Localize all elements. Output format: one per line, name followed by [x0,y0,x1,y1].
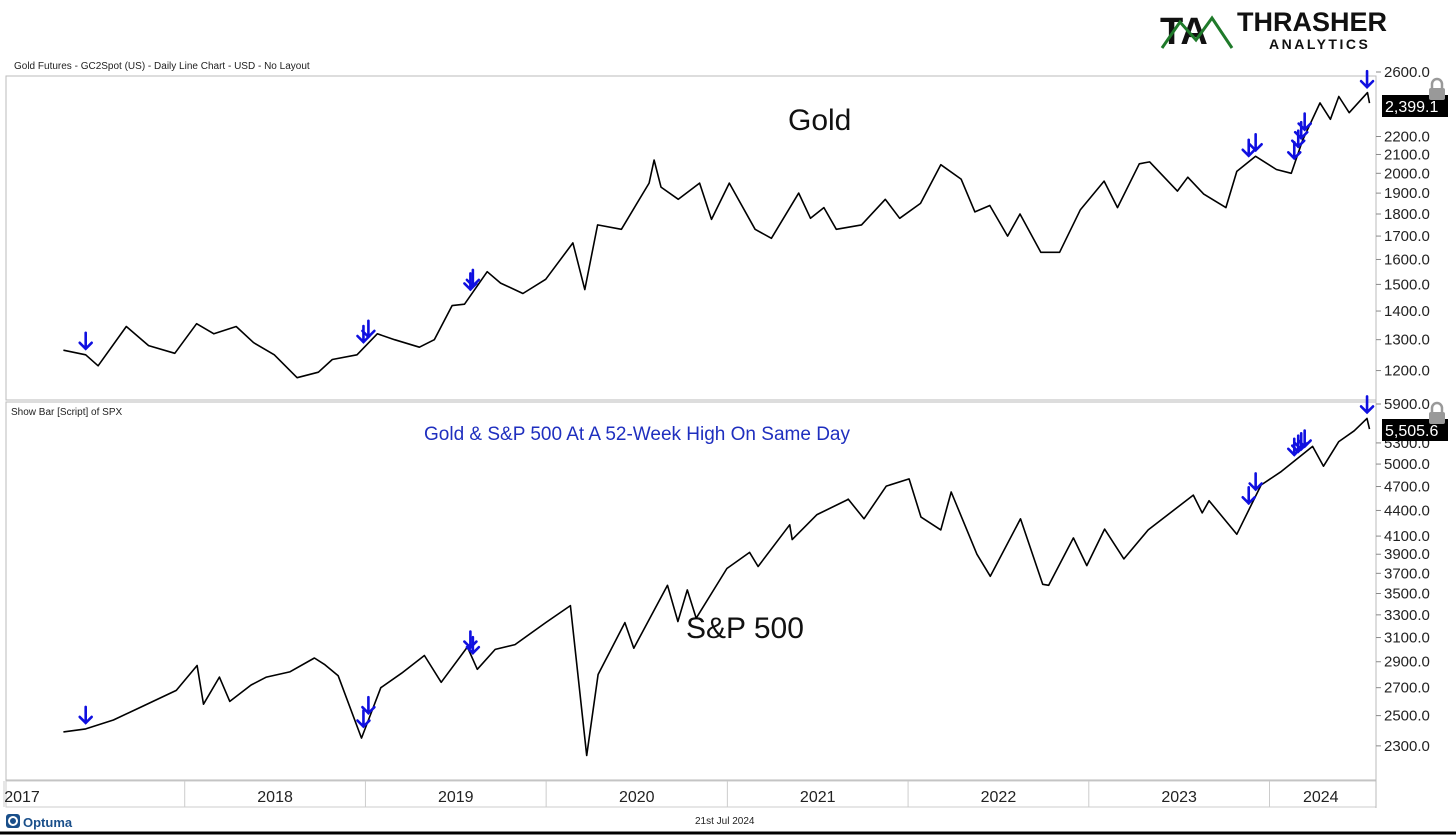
gold-panel [5,75,1377,401]
x-tick-label: 2024 [1303,789,1339,806]
gold-high-marker [1286,141,1302,161]
footer-brand: Optuma [23,815,73,830]
gold-y-tick-label: 2200.0 [1384,129,1430,146]
gold-title: Gold [788,104,851,137]
gold-y-tick-label: 1900.0 [1384,185,1430,202]
gold-last-value: 2,399.1 [1385,99,1438,116]
x-tick-label: 2018 [257,789,293,806]
x-tick-label: 2020 [619,789,655,806]
x-tick-label: 2022 [981,789,1017,806]
gold-last-value-box [1382,95,1448,117]
gold-y-axis: 1200.0 1300.0 1400.0 1500.0 1600.0 1700.0 1800… [1376,64,1430,380]
spx-y-axis: 2300.0 2500.0 2700.0 2900.0 3100.0 3300.0 3500… [1376,396,1430,755]
gold-y-tick-label: 2100.0 [1384,146,1430,163]
signal-markers [78,69,1375,729]
spx-title: S&P 500 [686,612,804,645]
gold-high-marker [1290,129,1306,149]
gold-y-tick-label: 2000.0 [1384,165,1430,182]
spx-y-tick-label: 4700.0 [1384,479,1430,496]
gold-high-marker [1241,138,1257,158]
logo-mark: TA [1160,11,1208,53]
gold-high-marker [465,268,481,288]
gold-high-marker [361,319,376,339]
gold-high-marker [1359,69,1375,89]
spx-high-marker [1297,429,1312,449]
gold-y-tick-label: 1300.0 [1384,332,1430,349]
gold-series-description: Gold Futures - GC2Spot (US) - Daily Line… [14,61,310,72]
logo-sub: ANALYTICS [1269,36,1370,52]
spx-high-marker [361,695,376,716]
spx-y-tick-label: 5900.0 [1384,396,1430,413]
spx-y-tick-label: 3100.0 [1384,630,1430,647]
footer-date: 21st Jul 2024 [695,816,755,827]
x-tick-label: 2021 [800,789,836,806]
spx-y-tick-label: 2500.0 [1384,708,1430,725]
spx-series-line [63,417,1371,757]
gold-y-tick-label: 1200.0 [1384,363,1430,380]
spx-series-description: Show Bar [Script] of SPX [11,407,122,418]
gold-high-marker [78,331,93,351]
spx-y-tick-label: 4100.0 [1384,528,1430,545]
spx-y-tick-label: 2900.0 [1384,654,1430,671]
gold-lock-icon[interactable] [1429,77,1445,100]
x-tick-label: 2023 [1161,789,1197,806]
gold-high-marker [356,324,371,344]
spx-panel [5,401,1377,781]
gold-y-tick-label: 1800.0 [1384,206,1430,223]
spx-y-tick-label: 2700.0 [1384,680,1430,697]
gold-y-tick-label: 2600.0 [1384,64,1430,81]
gold-high-marker [463,272,478,292]
gold-series-line [63,91,1371,379]
spx-high-marker [1359,395,1375,415]
spx-last-value-box [1382,419,1448,441]
x-tick-label: 2017 [4,789,40,806]
spx-y-tick-label: 5000.0 [1384,456,1430,473]
spx-lock-icon[interactable] [1429,401,1445,424]
spx-high-marker [465,635,481,655]
thrasher-logo: TA THRASHER ANALYTICS [1160,7,1387,53]
spx-y-tick-label: 2300.0 [1384,738,1430,755]
logo-word: THRASHER [1237,7,1387,37]
spx-high-marker [1248,472,1263,492]
spx-last-value: 5,505.6 [1385,423,1438,440]
spx-y-tick-label: 3700.0 [1384,565,1430,582]
spx-high-marker [356,709,371,729]
spx-y-tick-label: 3500.0 [1384,586,1430,603]
spx-high-marker [463,630,478,650]
gold-y-tick-label: 1400.0 [1384,303,1430,320]
x-axis: 2017 2018 2019 2020 2021 2022 2023 2024 [3,781,1339,807]
gold-y-tick-label: 1600.0 [1384,251,1430,268]
optuma-logo: Optuma [6,814,73,830]
spx-high-marker [1241,486,1257,506]
spx-high-marker [78,705,93,725]
spx-y-tick-label: 4400.0 [1384,502,1430,519]
logo-peak-icon [1160,15,1234,49]
gold-y-tick-label: 1500.0 [1384,276,1430,293]
spx-y-tick-label: 3900.0 [1384,546,1430,563]
annotation-text: Gold & S&P 500 At A 52-Week High On Same… [424,424,850,445]
spx-y-tick-label: 3300.0 [1384,607,1430,624]
gold-y-tick-label: 1700.0 [1384,228,1430,245]
x-tick-label: 2019 [438,789,474,806]
gold-high-marker [1297,112,1312,132]
gold-high-marker [1248,133,1263,153]
